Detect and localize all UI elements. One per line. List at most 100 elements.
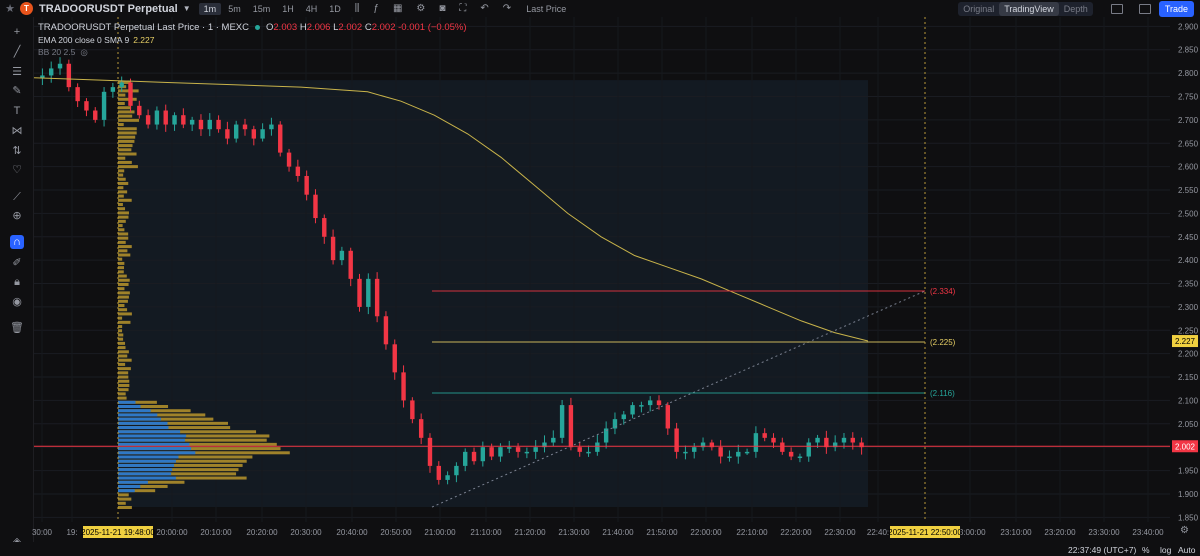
candle-body xyxy=(93,111,97,120)
axis-settings-icon[interactable]: ⚙ xyxy=(1180,525,1189,536)
volume-profile-bar xyxy=(118,367,131,370)
chart-legend: TRADOORUSDT Perpetual Last Price · 1 · M… xyxy=(38,20,467,58)
volume-profile-bar xyxy=(118,388,129,391)
candle-body xyxy=(102,92,106,120)
candle-body xyxy=(366,279,370,307)
log-toggle[interactable]: log xyxy=(1160,545,1172,555)
eye-off-icon[interactable]: ◎ xyxy=(80,47,87,58)
price-tick-label: 2.300 xyxy=(1178,303,1199,312)
volume-profile-bar xyxy=(118,165,138,168)
time-highlight-label: 2025-11-21 22:50:00 xyxy=(888,528,962,537)
candle-body xyxy=(683,452,687,454)
volume-profile-bar xyxy=(118,464,174,467)
time-tick-label: 21:40:00 xyxy=(602,528,634,537)
volume-profile-bar xyxy=(118,359,132,362)
volume-profile-bar xyxy=(118,300,128,303)
candle-body xyxy=(137,106,141,115)
volume-profile-bar xyxy=(118,110,135,113)
candle-body xyxy=(208,120,212,129)
time-tick-label: 23:30:00 xyxy=(1088,528,1120,537)
low-value: 2.002 xyxy=(338,22,362,33)
volume-profile-bar xyxy=(118,153,137,156)
candle-body xyxy=(727,457,731,459)
volume-profile-bar xyxy=(118,397,127,400)
candle-body xyxy=(234,125,238,139)
volume-profile-bar xyxy=(118,312,132,315)
time-highlight-label: 2025-11-21 19:48:00 xyxy=(81,528,155,537)
candle-body xyxy=(172,115,176,124)
volume-profile-bar xyxy=(118,443,189,446)
time-tick-label: 20:20:00 xyxy=(246,528,278,537)
candle-body xyxy=(630,405,634,414)
volume-profile-bar xyxy=(118,94,125,97)
candle-body xyxy=(384,316,388,344)
candle-body xyxy=(181,115,185,124)
candle-body xyxy=(771,438,775,443)
close-label: C xyxy=(365,22,372,33)
volume-profile-bar xyxy=(118,325,122,328)
candle-body xyxy=(454,466,458,475)
time-tick-label: 20:30:00 xyxy=(290,528,322,537)
candle-body xyxy=(516,447,520,452)
volume-profile-bar xyxy=(118,102,125,105)
volume-profile-bar xyxy=(118,413,157,416)
price-tick-label: 2.700 xyxy=(1178,116,1199,125)
volume-profile-bar xyxy=(118,216,128,219)
candle-body xyxy=(657,400,661,405)
volume-profile-bar xyxy=(118,161,132,164)
volume-profile-bar xyxy=(118,477,176,480)
volume-profile-bar xyxy=(118,456,178,459)
candle-body xyxy=(375,279,379,316)
legend-bb[interactable]: BB 20 2.5 ◎ xyxy=(38,46,467,58)
time-tick-label: 19: xyxy=(66,528,77,537)
volume-profile-bar xyxy=(118,249,127,252)
candle-body xyxy=(445,475,449,480)
price-tick-label: 2.050 xyxy=(1178,420,1199,429)
volume-profile-bar xyxy=(118,342,125,345)
candle-body xyxy=(322,218,326,237)
candle-body xyxy=(199,120,203,129)
candle-body xyxy=(75,87,79,101)
time-tick-label: 23:10:00 xyxy=(1000,528,1032,537)
candle-body xyxy=(67,64,71,87)
candle-body xyxy=(789,452,793,457)
volume-profile-bar xyxy=(118,333,123,336)
legend-title[interactable]: TRADOORUSDT Perpetual Last Price · 1 · M… xyxy=(38,22,249,33)
status-bar: 22:37:49 (UTC+7)% log Auto xyxy=(0,542,1200,556)
candle-body xyxy=(58,64,62,69)
volume-profile-bar xyxy=(118,489,135,492)
legend-ema[interactable]: EMA 200 close 0 SMA 9 2.227 xyxy=(38,34,467,46)
time-tick-label: 22:20:00 xyxy=(780,528,812,537)
percent-toggle[interactable]: % xyxy=(1142,545,1150,555)
price-tick-label: 2.350 xyxy=(1178,280,1199,289)
candle-body xyxy=(586,452,590,454)
volume-profile-bar xyxy=(118,308,127,311)
candle-body xyxy=(745,452,749,454)
volume-profile-bar xyxy=(118,317,122,320)
price-tick-label: 2.900 xyxy=(1178,22,1199,31)
volume-profile-bar xyxy=(118,279,130,282)
price-tick-label: 2.800 xyxy=(1178,69,1199,78)
high-label: H xyxy=(300,22,307,33)
candle-body xyxy=(754,433,758,452)
candle-body xyxy=(718,447,722,456)
auto-toggle[interactable]: Auto xyxy=(1178,545,1196,555)
volume-profile-bar xyxy=(118,384,129,387)
time-tick-label: 22:10:00 xyxy=(736,528,768,537)
volume-profile-bar xyxy=(118,241,126,244)
volume-profile-bar xyxy=(118,380,129,383)
candle-body xyxy=(269,125,273,130)
volume-profile-bar xyxy=(118,106,131,109)
volume-profile-bar xyxy=(118,140,134,143)
volume-profile-bar xyxy=(118,228,124,231)
volume-profile-bar xyxy=(118,338,123,341)
price-tick-label: 1.950 xyxy=(1178,467,1199,476)
ema-label: EMA 200 close 0 SMA 9 xyxy=(38,35,129,45)
volume-profile-bar xyxy=(118,329,122,332)
volume-profile-bar xyxy=(118,207,125,210)
price-tick-label: 2.100 xyxy=(1178,396,1199,405)
volume-profile-bar xyxy=(118,195,124,198)
volume-profile-bar xyxy=(118,321,130,324)
high-value: 2.006 xyxy=(307,22,331,33)
